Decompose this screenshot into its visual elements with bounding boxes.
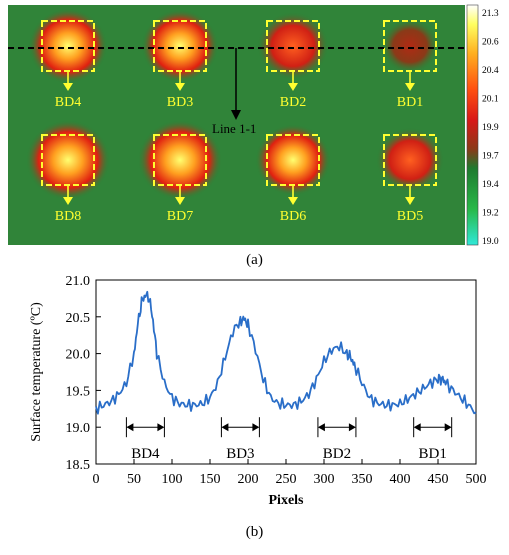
line-1-1-label: Line 1-1	[212, 121, 256, 136]
heat-spot-bd3	[141, 9, 219, 83]
colorbar-tick-label: 21.3	[482, 9, 499, 19]
heat-spot-bd2	[257, 12, 329, 80]
x-axis-label: Pixels	[269, 493, 305, 508]
y-tick-label: 21.0	[66, 274, 91, 289]
box-label-bd7: BD7	[167, 209, 193, 224]
box-label-bd3: BD3	[167, 95, 193, 110]
y-tick-label: 18.5	[66, 458, 91, 473]
heat-spot-bd7	[138, 120, 222, 200]
x-tick-label: 250	[276, 472, 297, 487]
colorbar-tick-label: 19.2	[482, 209, 499, 219]
y-tick-label: 19.5	[66, 384, 91, 399]
thermal-image-panel: BD4 BD3 BD2 BD1 BD8 BD7 BD6 BD5 Line 1-1 21.3 20…	[0, 0, 509, 268]
range-arrow-right	[348, 423, 356, 432]
y-tick-label: 20.0	[66, 348, 91, 363]
range-arrow-right	[444, 423, 452, 432]
line-1-1-arrow-head	[231, 110, 241, 120]
y-tick-label: 20.5	[66, 311, 91, 326]
x-tick-label: 100	[162, 472, 183, 487]
box-label-bd1: BD1	[397, 95, 423, 110]
x-tick-label: 300	[314, 472, 335, 487]
box-label-bd2: BD2	[280, 95, 306, 110]
colorbar-tick-label: 19.9	[482, 123, 499, 133]
range-arrow-right	[252, 423, 260, 432]
range-label-bd1: BD1	[419, 446, 447, 462]
range-label-bd3: BD3	[226, 446, 254, 462]
range-arrow-left	[221, 423, 229, 432]
heat-spot-bd5	[376, 127, 444, 193]
x-tick-label: 150	[200, 472, 221, 487]
x-tick-label: 400	[390, 472, 411, 487]
range-arrow-left	[413, 423, 421, 432]
colorbar-tick-label: 19.0	[482, 237, 499, 247]
box-label-bd6: BD6	[280, 209, 306, 224]
box-label-bd8: BD8	[55, 209, 81, 224]
x-tick-label: 500	[466, 472, 487, 487]
plot-frame	[95, 279, 477, 465]
heat-spot-bd8	[26, 120, 110, 200]
box-label-bd5: BD5	[397, 209, 423, 224]
y-axis-label: Surface temperature (ºC)	[29, 302, 44, 442]
colorbar	[466, 4, 479, 246]
temperature-series-line	[95, 290, 477, 415]
x-tick-label: 350	[352, 472, 373, 487]
range-arrow-left	[317, 423, 325, 432]
range-arrow-right	[157, 423, 165, 432]
caption-a: (a)	[246, 252, 263, 268]
box-arrow-head	[63, 197, 73, 205]
box-arrow-head	[405, 197, 415, 205]
box-arrow-head	[405, 83, 415, 91]
temperature-line-chart: 0 50 100 150 200 250 300 350 400 450 500 18.5 19.0 19…	[29, 274, 487, 508]
heat-spot-bd1	[381, 18, 439, 74]
x-tick-label: 50	[127, 472, 141, 487]
thermal-image: BD4 BD3 BD2 BD1 BD8 BD7 BD6 BD5 Line 1-1 21.3 20…	[8, 4, 499, 247]
range-arrow-left	[126, 423, 134, 432]
range-label-bd2: BD2	[323, 446, 351, 462]
box-arrow-head	[288, 83, 298, 91]
temperature-plot-panel: 0 50 100 150 200 250 300 350 400 450 500 18.5 19.0 19…	[0, 262, 509, 550]
x-tick-label: 450	[428, 472, 449, 487]
colorbar-tick-label: 20.1	[482, 95, 499, 105]
y-tick-label: 19.0	[66, 421, 91, 436]
heat-spot-bd4	[28, 8, 108, 84]
colorbar-tick-label: 20.4	[482, 66, 499, 76]
box-arrow-head	[175, 83, 185, 91]
range-label-bd4: BD4	[131, 446, 160, 462]
box-arrow-head	[175, 197, 185, 205]
caption-b: (b)	[245, 524, 264, 540]
x-tick-label: 0	[93, 472, 100, 487]
box-arrow-head	[63, 83, 73, 91]
x-tick-label: 200	[238, 472, 259, 487]
heat-spot-bd6	[255, 124, 331, 196]
box-arrow-head	[288, 197, 298, 205]
colorbar-tick-label: 20.6	[482, 38, 499, 48]
colorbar-tick-label: 19.7	[482, 152, 499, 162]
box-label-bd4: BD4	[55, 95, 81, 110]
colorbar-tick-label: 19.4	[482, 180, 499, 190]
